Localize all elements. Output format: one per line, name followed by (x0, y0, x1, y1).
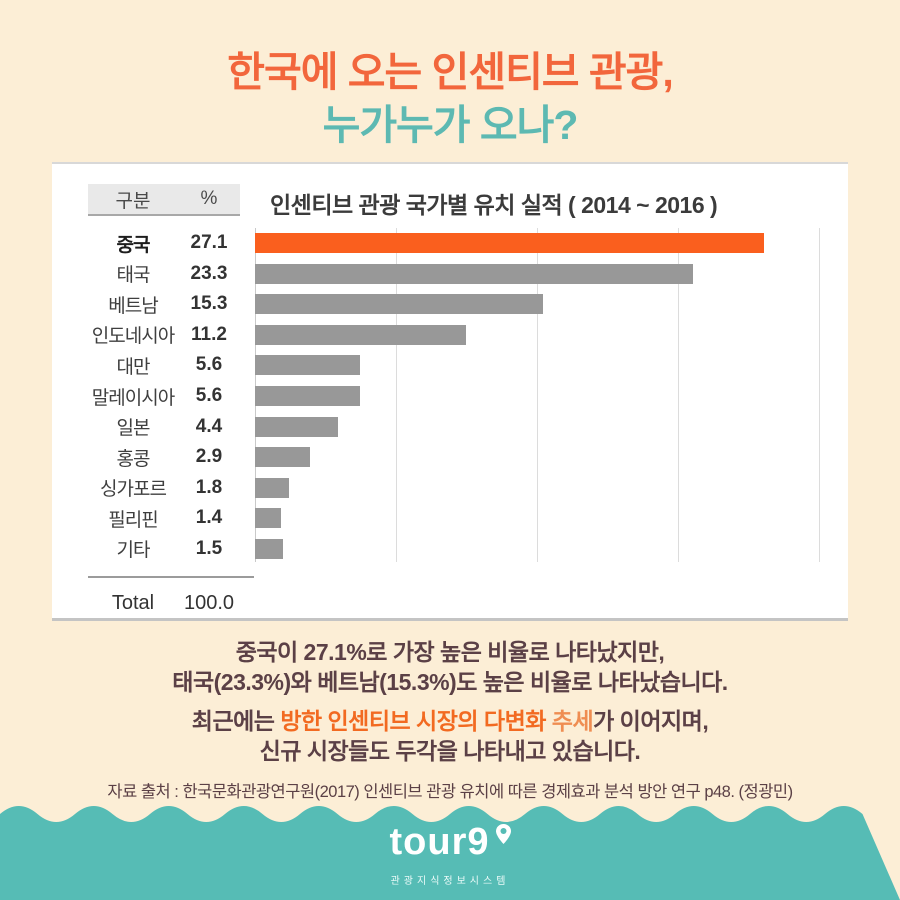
gridline (678, 228, 679, 562)
row-percent-value: 1.4 (195, 507, 223, 529)
map-pin-icon (495, 824, 511, 844)
row-category-label: 일본 (116, 418, 151, 440)
row-category-label: 베트남 (108, 295, 158, 317)
bar-track (255, 477, 819, 498)
table-row: 대만 5.6 (52, 350, 848, 381)
gridline (396, 228, 397, 562)
row-percent-value: 5.6 (195, 354, 223, 376)
total-label: Total (111, 591, 155, 614)
row-category-label: 대만 (116, 356, 151, 378)
commentary-line3-pre: 최근에는 (191, 708, 281, 734)
total-divider-line (88, 576, 254, 578)
bar (255, 386, 361, 406)
row-percent-value: 5.6 (195, 385, 223, 406)
bar-track (255, 538, 819, 559)
row-category-label: 태국 (116, 265, 151, 287)
commentary-market-emphasis: 방한 인센티브 시장의 다변화 (280, 708, 546, 734)
row-category-label: 인도네시아 (91, 326, 175, 348)
bar-track (255, 386, 819, 406)
table-row: 필리핀 1.4 (52, 503, 848, 534)
page-title-line1: 한국에 오는 인센티브 관광, (227, 49, 673, 95)
bar-track (255, 263, 819, 284)
bar (255, 233, 765, 254)
row-percent-value: 4.4 (195, 415, 223, 437)
commentary-line2: 태국(23.3%)와 베트남(15.3%)도 높은 비율로 나타났습니다. (172, 669, 728, 695)
table-row: 기타 1.5 (52, 533, 848, 564)
table-row: 중국 27.1 (52, 228, 848, 259)
gridline (819, 228, 820, 562)
source-citation: 자료 출처 : 한국문화관광연구원(2017) 인센티브 관광 유치에 따른 경… (107, 783, 793, 801)
bar (255, 263, 694, 284)
gridline (537, 228, 538, 562)
logo-subtitle: 관광지식정보시스템 (390, 876, 510, 887)
bar-track (255, 294, 819, 315)
bar (255, 447, 310, 468)
chart-panel: 구분 % 인센티브 관광 국가별 유치 실적 ( 2014 ~ 2016 ) 중… (52, 162, 848, 621)
page-title-line2: 누가누가 오나? (322, 102, 579, 148)
bar (255, 538, 284, 559)
bar (255, 355, 361, 376)
row-category-label: 홍콩 (116, 448, 151, 470)
row-percent-value: 11.2 (191, 323, 227, 345)
row-category-label: 기타 (116, 540, 151, 562)
row-percent-value: 27.1 (190, 232, 228, 254)
bar-track (255, 233, 819, 254)
commentary-trend-emphasis: 추세 (545, 708, 594, 734)
table-row: 일본 4.4 (52, 411, 848, 442)
bar-chart-rows: 중국 27.1 태국 23.3 베트남 15.3 인도네시아 11.2 대만 5.6 말레이시아 5.… (52, 228, 848, 564)
table-header-category: 구분 (115, 190, 151, 212)
row-category-label: 필리핀 (108, 509, 158, 531)
table-row: 베트남 15.3 (52, 289, 848, 320)
footer: tour9 관광지식정보시스템 (0, 798, 900, 900)
bar (255, 508, 282, 529)
commentary-line-1-2: 중국이 27.1%로 가장 높은 비율로 나타났지만, 태국(23.3%)와 베… (0, 637, 900, 697)
table-row: 싱가포르 1.8 (52, 472, 848, 503)
bar (255, 324, 466, 345)
table-row: 홍콩 2.9 (52, 442, 848, 473)
row-percent-value: 1.5 (195, 537, 223, 559)
table-row: 인도네시아 11.2 (52, 320, 848, 351)
commentary-line1-rest: 로 가장 높은 비율로 나타났지만, (366, 639, 665, 665)
table-row: 태국 23.3 (52, 259, 848, 290)
row-percent-value: 2.9 (195, 446, 223, 468)
commentary-china-emphasis: 중국이 27.1% (235, 639, 367, 665)
commentary-line-3-4: 최근에는 방한 인센티브 시장의 다변화 추세가 이어지며, 신규 시장들도 두… (0, 706, 900, 766)
row-percent-value: 23.3 (190, 262, 228, 284)
row-category-label: 싱가포르 (100, 479, 167, 501)
row-category-label: 중국 (116, 234, 151, 256)
commentary-block: 중국이 27.1%로 가장 높은 비율로 나타났지만, 태국(23.3%)와 베… (0, 637, 900, 802)
bar-track (255, 508, 819, 529)
bar (255, 477, 289, 498)
row-percent-value: 15.3 (190, 293, 228, 315)
tour9-logo: tour9 (0, 822, 900, 862)
total-value: 100.0 (183, 591, 235, 614)
bar (255, 416, 338, 437)
total-row: Total 100.0 (88, 588, 240, 618)
bar (255, 294, 543, 315)
table-header: 구분 % (88, 184, 240, 216)
bar-track (255, 355, 819, 376)
footer-content: tour9 관광지식정보시스템 (0, 822, 900, 887)
table-header-percent: % (200, 188, 218, 209)
chart-title: 인센티브 관광 국가별 유치 실적 ( 2014 ~ 2016 ) (270, 192, 718, 218)
row-percent-value: 1.8 (195, 476, 223, 498)
page-title: 한국에 오는 인센티브 관광, 누가누가 오나? (0, 46, 900, 152)
bar-track (255, 324, 819, 345)
wave-decoration (0, 806, 900, 900)
bar-track (255, 416, 819, 437)
table-row: 말레이시아 5.6 (52, 381, 848, 412)
commentary-line4: 신규 시장들도 두각을 나타내고 있습니다. (259, 738, 641, 764)
bar-track (255, 447, 819, 468)
row-category-label: 말레이시아 (91, 387, 175, 409)
tour9-logo-text: tour9 (389, 821, 490, 863)
commentary-line3-post: 가 이어지며, (593, 708, 709, 734)
